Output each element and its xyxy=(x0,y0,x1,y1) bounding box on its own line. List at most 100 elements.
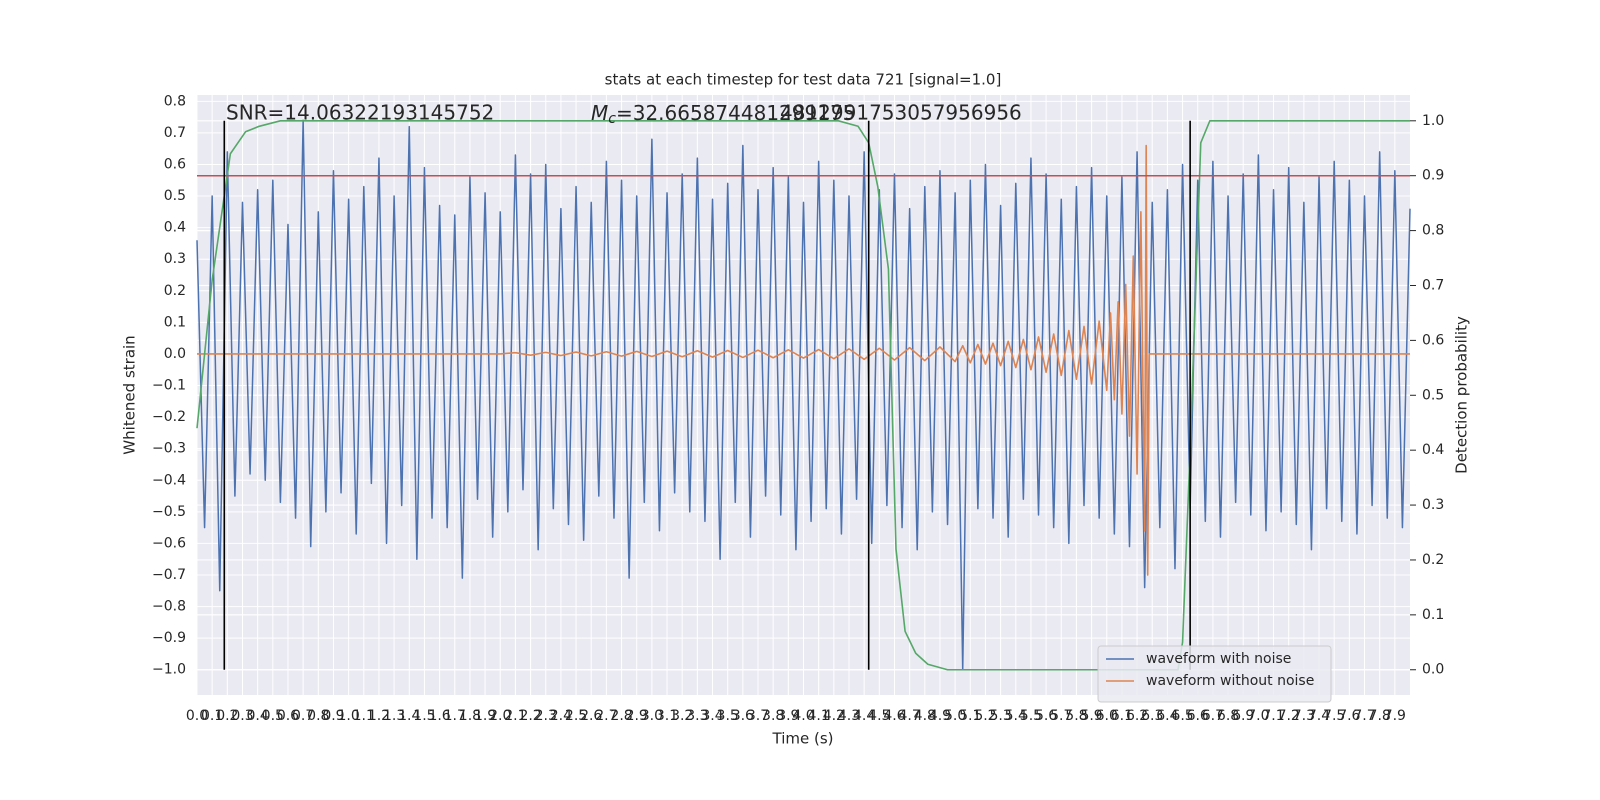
y-tick-label: −0.7 xyxy=(152,567,186,583)
x-tick-label: 0.1 xyxy=(201,708,223,724)
y-tick-label: −0.6 xyxy=(152,535,186,551)
y2-tick-label: 0.7 xyxy=(1422,277,1444,293)
x-tick-label: 4.8 xyxy=(914,708,936,724)
annotation-symbol: M xyxy=(591,101,608,125)
x-tick-label: 5.1 xyxy=(959,708,981,724)
x-tick-label: 3.2 xyxy=(671,708,693,724)
x-tick-label: 2.2 xyxy=(519,708,541,724)
x-tick-label: 6.9 xyxy=(1232,708,1254,724)
x-tick-label: 6.1 xyxy=(1111,708,1133,724)
x-tick-label: 0.5 xyxy=(262,708,284,724)
y-tick-label: −0.8 xyxy=(152,599,186,615)
x-tick-label: 1.0 xyxy=(337,708,359,724)
annotation: 4812991753057956956 xyxy=(780,101,1022,125)
x-tick-label: 3.0 xyxy=(641,708,663,724)
x-tick-label: 6.6 xyxy=(1187,708,1209,724)
x-tick-label: 7.7 xyxy=(1353,708,1375,724)
y-axis-label: Whitened strain xyxy=(121,335,139,454)
x-tick-label: 5.3 xyxy=(989,708,1011,724)
y2-tick-label: 0.6 xyxy=(1422,332,1444,348)
x-tick-label: 4.7 xyxy=(899,708,921,724)
series-line xyxy=(197,144,1410,576)
x-tick-label: 3.9 xyxy=(777,708,799,724)
series-line xyxy=(196,120,1410,671)
x-tick-label: 5.2 xyxy=(974,708,996,724)
x-tick-label: 1.7 xyxy=(444,708,466,724)
x-tick-label: 5.4 xyxy=(1005,708,1027,724)
x-tick-label: 1.9 xyxy=(474,708,496,724)
x-tick-label: 4.4 xyxy=(853,708,875,724)
x-tick-label: 2.6 xyxy=(580,708,602,724)
x-tick-label: 6.7 xyxy=(1202,708,1224,724)
y-tick-label: 0.6 xyxy=(164,156,186,172)
annotation-subscript: c xyxy=(608,111,616,127)
x-tick-label: 0.0 xyxy=(186,708,208,724)
legend-label: waveform without noise xyxy=(1146,673,1314,689)
y-tick-label: −0.2 xyxy=(152,409,186,425)
y-tick-label: 0.4 xyxy=(164,220,186,236)
x-tick-label: 5.9 xyxy=(1080,708,1102,724)
x-tick-label: 4.0 xyxy=(792,708,814,724)
y2-tick-label: 0.9 xyxy=(1422,168,1444,184)
y-tick-label: −0.5 xyxy=(152,504,186,520)
x-tick-label: 0.9 xyxy=(322,708,344,724)
y-tick-label: −0.1 xyxy=(152,378,186,394)
x-tick-label: 6.3 xyxy=(1141,708,1163,724)
x-tick-label: 3.1 xyxy=(656,708,678,724)
x-tick-label: 3.7 xyxy=(747,708,769,724)
x-tick-label: 4.2 xyxy=(823,708,845,724)
y-tick-label: 0.2 xyxy=(164,283,186,299)
x-tick-label: 7.0 xyxy=(1247,708,1269,724)
annotation: Mc=32.665874481299175 xyxy=(591,101,855,128)
chart-title: stats at each timestep for test data 721… xyxy=(605,71,1002,89)
x-tick-label: 0.2 xyxy=(216,708,238,724)
x-tick-label: 4.3 xyxy=(838,708,860,724)
x-tick-label: 5.5 xyxy=(1020,708,1042,724)
x-tick-label: 5.7 xyxy=(1050,708,1072,724)
x-tick-label: 2.3 xyxy=(535,708,557,724)
x-tick-label: 0.7 xyxy=(292,708,314,724)
x-tick-label: 6.0 xyxy=(1096,708,1118,724)
y2-tick-label: 0.5 xyxy=(1422,387,1444,403)
x-tick-label: 7.5 xyxy=(1323,708,1345,724)
x-tick-label: 4.9 xyxy=(929,708,951,724)
x-tick-label: 7.2 xyxy=(1278,708,1300,724)
x-tick-label: 7.9 xyxy=(1384,708,1406,724)
x-tick-label: 1.2 xyxy=(368,708,390,724)
x-tick-label: 3.5 xyxy=(717,708,739,724)
x-tick-label: 2.9 xyxy=(626,708,648,724)
annotation-text: =32.665874481299175 xyxy=(616,101,855,125)
y-tick-label: 0.0 xyxy=(164,346,186,362)
x-tick-label: 3.3 xyxy=(686,708,708,724)
y2-tick-label: 0.8 xyxy=(1422,223,1444,239)
x-tick-label: 0.8 xyxy=(307,708,329,724)
x-tick-label: 5.6 xyxy=(1035,708,1057,724)
x-tick-label: 7.1 xyxy=(1262,708,1284,724)
x-tick-label: 7.3 xyxy=(1293,708,1315,724)
x-tick-label: 1.5 xyxy=(413,708,435,724)
x-tick-label: 6.2 xyxy=(1126,708,1148,724)
x-tick-label: 5.8 xyxy=(1065,708,1087,724)
x-tick-label: 2.8 xyxy=(610,708,632,724)
y2-tick-label: 0.0 xyxy=(1422,662,1444,678)
legend-box xyxy=(1097,645,1332,703)
x-tick-label: 4.6 xyxy=(883,708,905,724)
y-tick-label: 0.3 xyxy=(164,251,186,267)
x-tick-label: 1.6 xyxy=(428,708,450,724)
y-tick-label: 0.7 xyxy=(164,125,186,141)
y2-tick-label: 0.2 xyxy=(1422,552,1444,568)
y-tick-label: −0.3 xyxy=(152,441,186,457)
x-tick-label: 0.6 xyxy=(277,708,299,724)
x-tick-label: 4.1 xyxy=(808,708,830,724)
x-tick-label: 5.0 xyxy=(944,708,966,724)
y-tick-label: 0.5 xyxy=(164,188,186,204)
x-tick-label: 2.7 xyxy=(595,708,617,724)
x-tick-label: 0.3 xyxy=(231,708,253,724)
x-tick-label: 2.5 xyxy=(565,708,587,724)
x-tick-label: 1.3 xyxy=(383,708,405,724)
x-tick-label: 2.0 xyxy=(489,708,511,724)
x-tick-label: 2.1 xyxy=(504,708,526,724)
y2-tick-label: 0.4 xyxy=(1422,442,1444,458)
y-tick-label: −0.9 xyxy=(152,630,186,646)
